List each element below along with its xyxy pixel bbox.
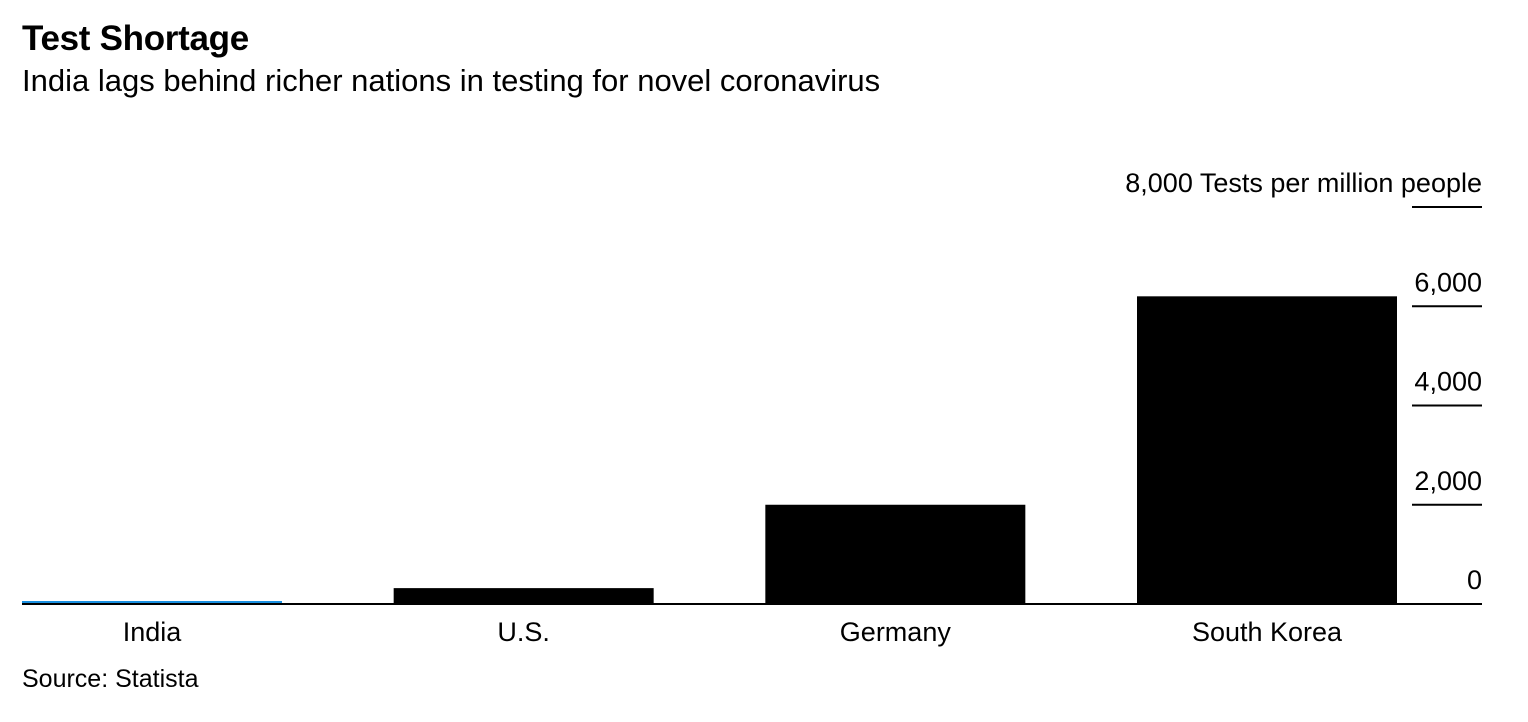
bar-south-korea (1137, 296, 1397, 604)
x-tick-label: South Korea (1192, 617, 1343, 647)
y-tick-label: 2,000 (1414, 466, 1482, 496)
chart-source: Source: Statista (22, 665, 199, 693)
y-tick-label: 0 (1467, 565, 1482, 595)
y-tick-label: 4,000 (1414, 367, 1482, 397)
bars (22, 296, 1397, 604)
x-tick-label: U.S. (497, 617, 550, 647)
y-axis-unit-label: Tests per million people (1193, 168, 1482, 198)
y-tick-label: 6,000 (1414, 267, 1482, 297)
chart-subtitle: India lags behind richer nations in test… (22, 63, 881, 98)
x-tick-label: India (123, 617, 183, 647)
x-tick-label: Germany (840, 617, 952, 647)
bar-u-s (393, 588, 654, 604)
bar-india (22, 601, 282, 604)
y-tick-label: 8,000 Tests per million people (1125, 168, 1482, 198)
y-axis-ticks: 0 2,000 4,000 6,000 8,000 Tests per million … (1125, 168, 1482, 595)
y-tick-label-value: 8,000 (1125, 168, 1193, 198)
bar-germany (765, 504, 1026, 604)
chart-title: Test Shortage (22, 19, 249, 58)
x-axis-labels: India U.S. Germany South Korea (123, 617, 1343, 647)
